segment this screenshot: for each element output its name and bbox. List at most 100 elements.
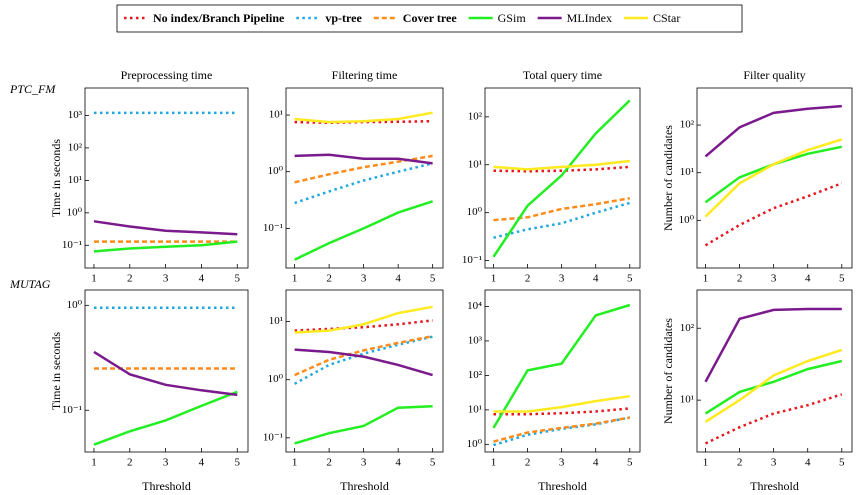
plot-frame bbox=[696, 87, 853, 269]
x-tick-label: 2 bbox=[127, 273, 133, 285]
series-line bbox=[93, 390, 238, 446]
series-line bbox=[704, 182, 843, 247]
y-tick-label: 10¹ bbox=[468, 403, 482, 415]
series-line bbox=[294, 153, 433, 165]
y-tick-label: 10⁰ bbox=[467, 206, 483, 218]
legend-label: No index/Branch Pipeline bbox=[153, 11, 285, 25]
y-tick-label: 10⁻¹ bbox=[462, 254, 482, 266]
x-tick-label: 3 bbox=[771, 457, 777, 469]
x-tick-label: 2 bbox=[326, 457, 332, 469]
y-tick-label: 10³ bbox=[468, 334, 483, 346]
series-line bbox=[294, 348, 433, 377]
y-axis-label: Time in seconds bbox=[49, 139, 63, 218]
y-tick-label: 10² bbox=[680, 322, 695, 334]
panel-title: Total query time bbox=[523, 68, 602, 82]
x-tick-label: 5 bbox=[235, 457, 241, 469]
x-tick-label: 3 bbox=[361, 273, 367, 285]
series-line bbox=[294, 319, 433, 332]
x-tick-label: 1 bbox=[292, 457, 298, 469]
y-tick-label: 10⁻¹ bbox=[263, 222, 283, 234]
y-axis-label: Time in seconds bbox=[49, 332, 63, 411]
series-line bbox=[493, 159, 630, 171]
series-line bbox=[704, 145, 843, 204]
series-line bbox=[93, 240, 238, 253]
series-line bbox=[93, 220, 238, 236]
y-tick-label: 10⁰ bbox=[67, 299, 83, 311]
x-tick-label: 2 bbox=[326, 273, 332, 285]
x-tick-label: 2 bbox=[127, 457, 133, 469]
y-tick-label: 10⁻¹ bbox=[62, 239, 82, 251]
x-tick-label: 5 bbox=[235, 273, 241, 285]
y-tick-label: 10¹ bbox=[680, 166, 694, 178]
x-axis-label: Threshold bbox=[340, 479, 389, 493]
series-line bbox=[704, 104, 842, 158]
y-tick-label: 10² bbox=[68, 141, 83, 153]
y-tick-label: 10⁻¹ bbox=[263, 431, 283, 443]
x-tick-label: 1 bbox=[292, 273, 298, 285]
series-line bbox=[492, 303, 631, 429]
plot-frame bbox=[285, 289, 444, 453]
y-tick-label: 10¹ bbox=[680, 394, 694, 406]
series-line bbox=[704, 138, 843, 218]
x-tick-label: 1 bbox=[703, 273, 709, 285]
series-line bbox=[294, 119, 433, 125]
series-line bbox=[493, 165, 630, 173]
x-tick-label: 5 bbox=[627, 457, 633, 469]
x-tick-label: 1 bbox=[491, 457, 497, 469]
panel-title: Filtering time bbox=[332, 68, 398, 82]
x-tick-label: 2 bbox=[737, 273, 743, 285]
x-tick-label: 4 bbox=[199, 457, 205, 469]
x-tick-label: 4 bbox=[199, 273, 205, 285]
legend-label: CStar bbox=[653, 11, 680, 25]
x-tick-label: 1 bbox=[703, 457, 709, 469]
legend-label: GSim bbox=[498, 11, 527, 25]
series-line bbox=[704, 307, 842, 383]
x-tick-label: 4 bbox=[395, 273, 401, 285]
plot-frame bbox=[285, 87, 444, 269]
y-tick-label: 10⁻¹ bbox=[62, 404, 82, 416]
y-tick-label: 10⁴ bbox=[467, 300, 482, 312]
y-tick-label: 10² bbox=[468, 110, 483, 122]
x-tick-label: 5 bbox=[839, 273, 845, 285]
legend-label: MLIndex bbox=[567, 11, 612, 25]
x-tick-label: 4 bbox=[805, 457, 811, 469]
row-label: MUTAG bbox=[9, 277, 51, 291]
x-tick-label: 1 bbox=[491, 273, 497, 285]
x-tick-label: 5 bbox=[627, 273, 633, 285]
plot-frame bbox=[484, 289, 641, 453]
series-line bbox=[493, 394, 630, 413]
series-line bbox=[93, 350, 238, 397]
y-tick-label: 10² bbox=[680, 119, 695, 131]
panel-title: Filter quality bbox=[743, 68, 805, 82]
x-tick-label: 3 bbox=[361, 457, 367, 469]
x-tick-label: 4 bbox=[805, 273, 811, 285]
y-tick-label: 10² bbox=[468, 369, 483, 381]
x-tick-label: 4 bbox=[593, 273, 599, 285]
x-tick-label: 4 bbox=[593, 457, 599, 469]
x-tick-label: 4 bbox=[395, 457, 401, 469]
x-axis-label: Threshold bbox=[142, 479, 191, 493]
series-line bbox=[704, 393, 843, 445]
series-line bbox=[493, 407, 630, 416]
y-tick-label: 10⁰ bbox=[679, 214, 695, 226]
plot-frame bbox=[84, 289, 249, 453]
plot-frame bbox=[84, 87, 249, 269]
series-line bbox=[493, 416, 631, 443]
x-tick-label: 5 bbox=[430, 457, 436, 469]
x-tick-label: 2 bbox=[737, 457, 743, 469]
x-tick-label: 2 bbox=[525, 457, 531, 469]
series-line bbox=[294, 404, 433, 445]
x-tick-label: 1 bbox=[91, 273, 97, 285]
series-line bbox=[294, 334, 433, 377]
y-tick-label: 10¹ bbox=[269, 315, 283, 327]
x-axis-label: Threshold bbox=[538, 479, 587, 493]
legend-label: Cover tree bbox=[403, 11, 458, 25]
x-tick-label: 2 bbox=[525, 273, 531, 285]
x-tick-label: 5 bbox=[839, 457, 845, 469]
x-tick-label: 3 bbox=[771, 273, 777, 285]
y-tick-label: 10³ bbox=[68, 109, 83, 121]
series-line bbox=[704, 359, 843, 415]
y-tick-label: 10¹ bbox=[468, 158, 482, 170]
series-line bbox=[294, 305, 433, 334]
y-axis-label: Number of candidates bbox=[661, 125, 675, 231]
